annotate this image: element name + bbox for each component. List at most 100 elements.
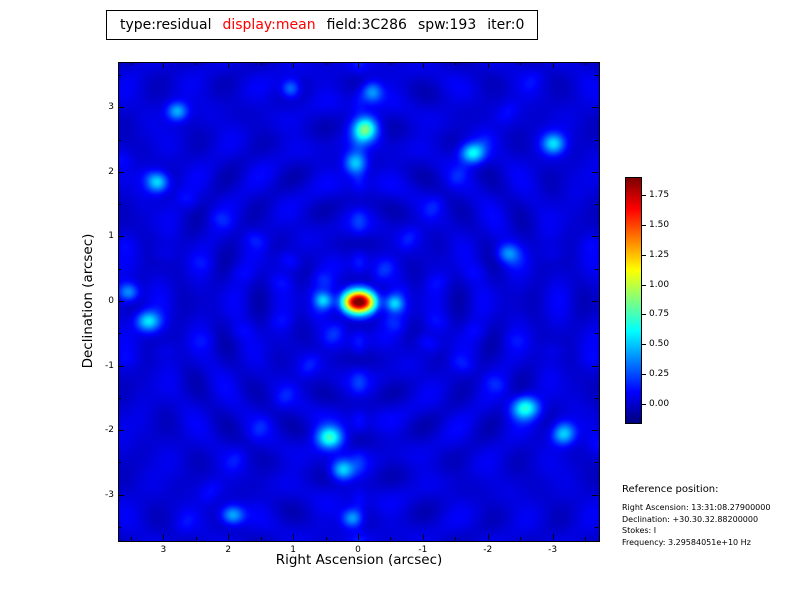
x-minor-tick (455, 537, 457, 540)
y-minor-tick (595, 333, 598, 335)
residual-image-canvas (118, 62, 600, 542)
y-major-tick (592, 171, 598, 173)
x-major-tick (422, 62, 424, 68)
colorbar-tick-label: 0.50 (649, 339, 670, 350)
reference-position-lines: Right Ascension: 13:31:08.27900000 Declin… (622, 502, 770, 548)
x-minor-tick (585, 62, 587, 65)
x-major-tick (487, 62, 489, 68)
y-tick-label: -3 (105, 489, 114, 500)
y-minor-tick (118, 139, 121, 141)
y-minor-tick (595, 204, 598, 206)
colorbar-tick (642, 374, 646, 376)
y-tick-label: 3 (108, 102, 114, 113)
title-segment: field:3C286 (326, 17, 407, 33)
colorbar-tick-label: 1.50 (649, 219, 670, 230)
colorbar-tick-label: 1.25 (649, 249, 670, 260)
reference-position-line: Frequency: 3.29584051e+10 Hz (622, 537, 751, 547)
x-axis-label: Right Ascension (arcsec) (275, 552, 443, 568)
y-major-tick (118, 236, 124, 238)
x-minor-tick (195, 62, 197, 65)
y-major-tick (592, 236, 598, 238)
title-segment: iter:0 (487, 17, 525, 33)
colorbar-tick-label: 1.75 (649, 189, 670, 200)
reference-position-heading: Reference position: (622, 484, 719, 495)
y-major-tick (592, 365, 598, 367)
y-tick-label: 0 (108, 296, 114, 306)
x-minor-tick (260, 62, 262, 65)
colorbar-tick (642, 344, 646, 346)
y-major-tick (592, 107, 598, 109)
x-minor-tick (325, 62, 327, 65)
y-minor-tick (118, 268, 121, 270)
x-major-tick (228, 62, 230, 68)
x-tick-label: 2 (225, 545, 232, 555)
y-major-tick (118, 171, 124, 173)
y-minor-tick (595, 462, 598, 464)
x-minor-tick (390, 537, 392, 540)
x-tick-label: -1 (418, 545, 428, 555)
y-major-tick (592, 430, 598, 432)
reference-position-block: Reference position: Right Ascension: 13:… (622, 484, 770, 548)
y-minor-tick (118, 74, 121, 76)
x-major-tick (293, 62, 295, 68)
y-minor-tick (595, 139, 598, 141)
x-major-tick (487, 534, 489, 540)
colorbar-tick-label: 1.00 (649, 279, 670, 290)
x-major-tick (358, 62, 359, 68)
x-major-tick (422, 534, 424, 540)
y-minor-tick (595, 74, 598, 76)
x-major-tick (358, 534, 359, 540)
y-tick-label: -1 (105, 360, 114, 371)
y-minor-tick (595, 397, 598, 399)
x-minor-tick (260, 537, 262, 540)
x-major-tick (228, 534, 230, 540)
colorbar (625, 177, 642, 424)
colorbar-tick (642, 254, 646, 256)
x-minor-tick (455, 62, 457, 65)
x-tick-label: 0 (355, 545, 361, 555)
x-minor-tick (130, 537, 132, 540)
y-major-tick (118, 365, 124, 367)
x-minor-tick (520, 537, 522, 540)
y-tick-label: -2 (105, 425, 114, 436)
reference-position-line: Declination: +30.30.32.88200000 (622, 514, 759, 524)
colorbar-tick-label: 0.25 (649, 369, 670, 380)
colorbar-tick-label: 0.00 (649, 399, 670, 410)
x-minor-tick (130, 62, 132, 65)
y-minor-tick (118, 397, 121, 399)
x-minor-tick (390, 62, 392, 65)
colorbar-tick (642, 194, 646, 196)
x-major-tick (293, 534, 295, 540)
x-minor-tick (325, 537, 327, 540)
x-tick-label: -2 (483, 545, 493, 555)
y-axis-label: Declination (arcsec) (80, 233, 96, 369)
y-major-tick (592, 494, 598, 496)
x-tick-label: 3 (160, 545, 167, 555)
y-major-tick (118, 107, 124, 109)
x-major-tick (552, 534, 554, 540)
x-major-tick (552, 62, 554, 68)
y-major-tick (118, 301, 124, 302)
y-minor-tick (595, 268, 598, 270)
x-tick-label: 1 (290, 545, 296, 555)
title-annotation-box: type:residual display:mean field:3C286 spw:… (106, 10, 539, 40)
reference-position-line: Stokes: I (622, 526, 657, 535)
y-minor-tick (118, 204, 121, 206)
y-minor-tick (118, 462, 121, 464)
title-segment: spw:193 (417, 17, 477, 33)
colorbar-tick (642, 224, 646, 226)
y-minor-tick (595, 527, 598, 529)
reference-position-line: Right Ascension: 13:31:08.27900000 (622, 503, 771, 512)
title-segment: type:residual (120, 17, 212, 33)
y-minor-tick (118, 527, 121, 529)
x-major-tick (163, 62, 165, 68)
colorbar-tick-label: 0.75 (649, 309, 670, 320)
colorbar-tick (642, 404, 646, 406)
y-major-tick (118, 430, 124, 432)
x-tick-label: -3 (548, 545, 558, 555)
title-segment: display:mean (222, 17, 316, 33)
y-tick-label: 2 (108, 166, 114, 177)
colorbar-tick (642, 284, 646, 286)
x-minor-tick (520, 62, 522, 65)
